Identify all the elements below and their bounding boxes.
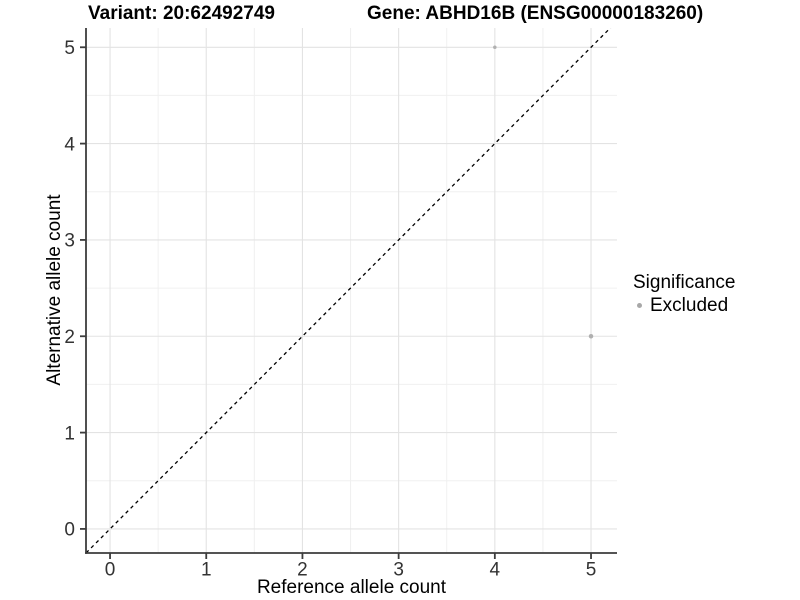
- legend-title: Significance: [633, 272, 736, 293]
- x-tick-label: 3: [393, 560, 404, 581]
- y-tick-label: 4: [64, 134, 75, 155]
- data-point: [588, 334, 594, 339]
- x-axis-title: Reference allele count: [256, 577, 447, 598]
- y-axis-title: Alternative allele count: [44, 194, 65, 386]
- x-tick-label: 1: [201, 560, 212, 581]
- legend: Significance Excluded: [633, 271, 735, 317]
- x-tick-label: 2: [297, 560, 308, 581]
- y-tick-label: 2: [64, 327, 75, 348]
- y-tick-label: 0: [64, 520, 75, 541]
- x-tick-label: 4: [490, 560, 501, 581]
- y-tick-label: 1: [64, 423, 75, 444]
- y-tick-label: 5: [64, 38, 75, 59]
- legend-entry-excluded: Excluded: [633, 294, 735, 317]
- legend-key-dot-icon: [637, 303, 642, 308]
- data-point: [493, 45, 497, 50]
- y-tick-label: 3: [64, 231, 75, 252]
- plot-title-gene: Gene: ABHD16B (ENSG00000183260): [367, 3, 704, 24]
- x-tick-label: 0: [105, 560, 116, 581]
- x-tick-label: 5: [586, 560, 597, 581]
- identity-dashed-line: [86, 28, 612, 553]
- plot-title-variant: Variant: 20:62492749: [88, 3, 275, 24]
- legend-entry-label: Excluded: [650, 295, 729, 316]
